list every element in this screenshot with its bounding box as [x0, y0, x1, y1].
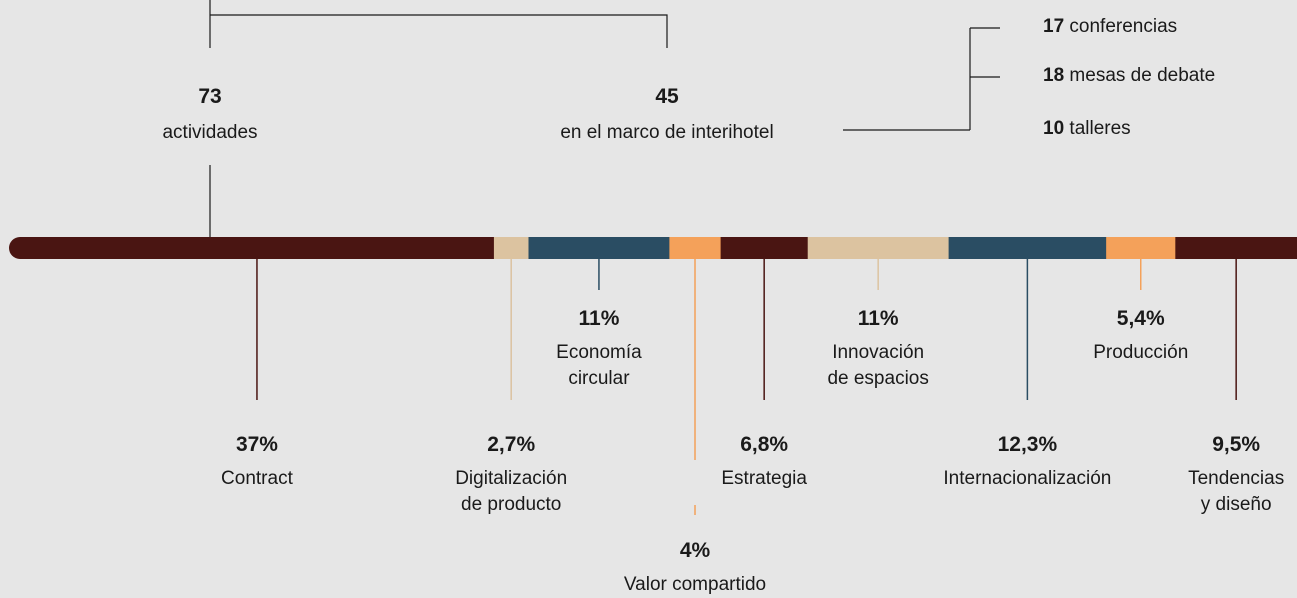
category-label: Digitalización de producto	[455, 468, 568, 515]
category-label: Innovación de espacios	[827, 342, 929, 389]
category-label: Estrategia	[721, 468, 807, 489]
category-label: Tendencias y diseño	[1188, 468, 1285, 515]
value-label: 6,8%	[740, 433, 789, 456]
breakdown-label: talleres	[1069, 118, 1131, 139]
value-label: 5,4%	[1116, 307, 1165, 330]
breakdown-item: 18 mesas de debate	[1043, 65, 1215, 87]
breakdown-value: 17	[1043, 16, 1065, 37]
bar-segment	[948, 237, 1107, 259]
breakdown-value: 10	[1043, 118, 1065, 139]
bar-segment	[1106, 237, 1176, 259]
value-label: 9,5%	[1212, 433, 1261, 456]
value-label: 2,7%	[487, 433, 536, 456]
total-value: 73	[198, 85, 222, 108]
bar-segment	[807, 237, 950, 259]
breakdown-label: conferencias	[1069, 16, 1178, 37]
interihotel-value: 45	[655, 85, 679, 108]
connector	[210, 14, 668, 48]
bar-segment	[1175, 237, 1297, 259]
category-label: Contract	[221, 468, 293, 489]
value-label: 12,3%	[997, 433, 1058, 456]
category-label: Valor compartido	[623, 574, 767, 595]
category-label: Producción	[1093, 342, 1189, 363]
breakdown-item: 10 talleres	[1043, 118, 1131, 140]
breakdown-value: 18	[1043, 65, 1065, 86]
total-label: actividades	[162, 122, 258, 143]
interihotel-label: en el marco de interihotel	[560, 122, 774, 143]
bar-segment	[669, 237, 722, 259]
bar-segment	[528, 237, 670, 259]
value-label: 11%	[857, 307, 899, 330]
value-label: 11%	[578, 307, 620, 330]
breakdown-label: mesas de debate	[1069, 65, 1216, 86]
category-label: Internacionalización	[943, 468, 1112, 489]
bar-segment	[20, 237, 495, 259]
category-label: Economía circular	[556, 342, 642, 389]
bar-segment	[720, 237, 809, 259]
value-label: 37%	[235, 433, 278, 456]
bar-segment	[493, 237, 529, 259]
breakdown-item: 17 conferencias	[1043, 16, 1177, 38]
value-label: 4%	[679, 539, 711, 562]
